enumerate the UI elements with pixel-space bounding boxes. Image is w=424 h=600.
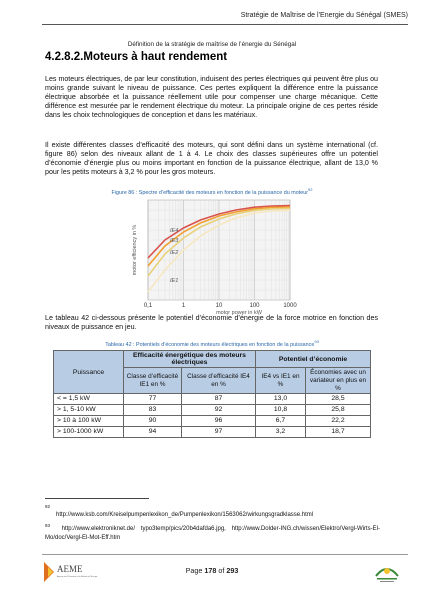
page-current: 178 — [204, 566, 217, 575]
cell-ie1: 83 — [123, 404, 182, 417]
y-axis-label: motor efficiency in % — [132, 225, 138, 276]
footnote-divider — [45, 498, 149, 499]
th-ie4: Classe d’efficacité IE4 en % — [181, 366, 256, 395]
series-label-ie1: IE1 — [170, 278, 178, 284]
efficiency-chart-svg: 0,1 1 10 100 1000 IE4 IE3 IE2 IE1 motor efficienc… — [132, 199, 297, 316]
footnote-93: 93 http://www.elektroniknet.de/ typo3tem… — [45, 521, 380, 543]
x-tick-label: 1 — [182, 303, 186, 309]
footnote-93-link[interactable]: http://www.elektroniknet.de/ typo3temp/p… — [45, 526, 380, 541]
table-caption-text: Tableau 42 : Potentiels d’économie des m… — [105, 341, 315, 348]
cell-ie1: 94 — [123, 426, 182, 439]
partner-logo — [372, 560, 402, 586]
efficiency-chart: 0,1 1 10 100 1000 IE4 IE3 IE2 IE1 motor efficienc… — [128, 196, 298, 316]
table-row: > 1, 5-10 kW 83 92 10,8 25,8 — [53, 404, 371, 417]
series-line-ie1 — [147, 209, 291, 293]
table-caption: Tableau 42 : Potentiels d’économie des m… — [0, 339, 424, 348]
paragraph-efficiency-classes: Il existe différentes classes d’efficaci… — [45, 141, 378, 176]
th-potential: Potentiel d’économie — [255, 350, 371, 368]
header-title: Stratégie de Maîtrise de l’Energie du Sé… — [240, 12, 408, 19]
th-ie1: Classe d’efficacité IE1 en % — [123, 366, 182, 395]
x-tick-label: 10 — [216, 303, 223, 309]
series-label-ie4: IE4 — [170, 228, 178, 234]
cell-ie4: 87 — [181, 393, 256, 406]
x-axis-label: motor power in kW — [216, 310, 263, 316]
series-line-ie2 — [147, 207, 291, 277]
x-tick-label: 1000 — [283, 303, 297, 309]
cell-ie1: 90 — [123, 415, 182, 428]
cell-power: > 100-1000 kW — [53, 426, 124, 439]
cell-var: 25,8 — [305, 404, 371, 417]
th-variator: Économies avec un variateur en plus en % — [305, 366, 371, 395]
header-subtitle: Définition de la stratégie de maîtrise d… — [127, 41, 297, 48]
page-total: 293 — [226, 566, 239, 575]
cell-power: > 1, 5-10 kW — [53, 404, 124, 417]
header-divider — [42, 24, 408, 25]
page-of: of — [218, 566, 225, 575]
footnote-number-92: 92 — [45, 504, 51, 509]
savings-table: Puissance Efficacité énergétique des mot… — [53, 349, 371, 439]
cell-ie4: 92 — [181, 404, 256, 417]
cell-ie4: 97 — [181, 426, 256, 439]
cell-power: < = 1,5 kW — [53, 393, 124, 406]
cell-var: 22,2 — [305, 415, 371, 428]
paragraph-table-intro: Le tableau 42 ci-dessous présente le pot… — [45, 314, 378, 331]
cell-vs: 3,2 — [255, 426, 306, 439]
x-tick-label: 0,1 — [144, 303, 153, 309]
footnote-number-93: 93 — [45, 523, 51, 528]
paragraph-motor-losses: Les moteurs électriques, de par leur con… — [45, 75, 378, 119]
th-power: Puissance — [53, 349, 124, 395]
cell-ie1: 77 — [123, 393, 182, 406]
cell-var: 18,7 — [305, 426, 371, 439]
cell-vs: 6,7 — [255, 415, 306, 428]
cell-vs: 10,8 — [255, 404, 306, 417]
cell-var: 28,5 — [305, 393, 371, 406]
logo-aeme-subtext: Agence pour l’Economie et la Maîtrise de… — [57, 575, 97, 578]
logo-aeme-text: AEME — [57, 564, 83, 574]
footer-divider — [42, 554, 408, 555]
section-title: 4.2.8.2.Moteurs à haut rendement — [45, 51, 228, 63]
x-tick-label: 100 — [249, 303, 260, 309]
figure-caption-text: Figure 86 : Spectre d’efficacité des mot… — [111, 189, 309, 196]
cell-vs: 13,0 — [255, 393, 306, 406]
figure-caption-ref: 92 — [308, 187, 313, 192]
series-label-ie3: IE3 — [170, 238, 179, 244]
th-efficiency: Efficacité énergétique des moteurs élect… — [123, 350, 256, 368]
series-label-ie2: IE2 — [170, 250, 178, 256]
table-caption-ref: 93 — [314, 339, 319, 344]
aeme-logo: AEME Agence pour l’Economie et la Maîtri… — [42, 558, 106, 586]
page-number: Page 178 of 293 — [0, 566, 424, 575]
th-ie4-vs-ie1: IE4 vs IE1 en % — [255, 366, 306, 395]
cell-power: > 10 à 100 kW — [53, 415, 124, 428]
footnote-92-link[interactable]: http://www.ksb.com/Kreiselpumpenlexikon_… — [56, 512, 314, 518]
page-prefix: Page — [185, 566, 203, 575]
series-line-ie4 — [147, 204, 291, 259]
table-row: > 10 à 100 kW 90 96 6,7 22,2 — [53, 415, 371, 428]
cell-ie4: 96 — [181, 415, 256, 428]
series-line-ie3 — [147, 206, 291, 267]
partner-logo-icon — [375, 568, 399, 582]
table-row: < = 1,5 kW 77 87 13,0 28,5 — [53, 393, 371, 406]
figure-caption: Figure 86 : Spectre d’efficacité des mot… — [0, 187, 424, 196]
table-row: > 100-1000 kW 94 97 3,2 18,7 — [53, 426, 371, 439]
aeme-logo-icon: AEME Agence pour l’Economie et la Maîtri… — [44, 562, 97, 582]
